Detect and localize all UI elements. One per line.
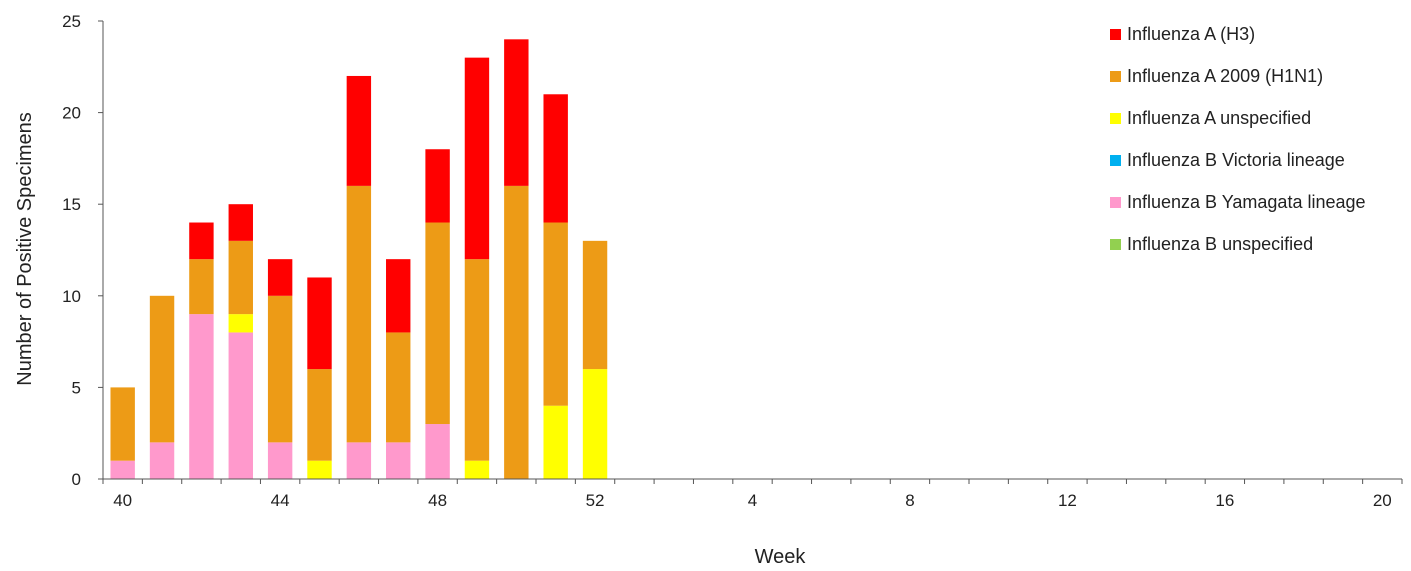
- legend-swatch: [1110, 113, 1121, 124]
- bar-segment-week-43-series-0: [228, 332, 253, 479]
- x-tick-label: 48: [428, 491, 447, 510]
- bar-segment-week-40-series-2: [110, 387, 135, 461]
- bar-segment-week-46-series-3: [346, 75, 372, 186]
- bar-segment-week-52-series-2: [582, 240, 608, 370]
- bar-segment-week-47-series-3: [386, 259, 411, 333]
- bar-segment-week-43-series-2: [228, 240, 253, 315]
- legend-label: Influenza A unspecified: [1127, 108, 1311, 128]
- bar-segment-week-48-series-3: [425, 149, 450, 223]
- legend-label: Influenza B Victoria lineage: [1127, 150, 1345, 170]
- y-tick-label: 20: [62, 104, 81, 123]
- y-tick-label: 10: [62, 287, 81, 306]
- bars-group: [110, 39, 608, 479]
- x-tick-label: 8: [905, 491, 914, 510]
- legend-label: Influenza B unspecified: [1127, 234, 1313, 254]
- bar-segment-week-48-series-2: [425, 222, 450, 425]
- bar-segment-week-48-series-0: [425, 424, 450, 479]
- bar-segment-week-44-series-2: [267, 295, 293, 443]
- x-axis-title: Week: [755, 546, 807, 568]
- legend-swatch: [1110, 71, 1121, 82]
- legend-swatch: [1110, 29, 1121, 40]
- legend-label: Influenza A (H3): [1127, 24, 1255, 44]
- bar-segment-week-42-series-2: [189, 259, 214, 315]
- bar-segment-week-45-series-1: [307, 460, 332, 479]
- legend: Influenza A (H3) Influenza A 2009 (H1N1) I…: [1110, 24, 1366, 254]
- y-axis-title: Number of Positive Specimens: [14, 112, 36, 385]
- legend-label: Influenza A 2009 (H1N1): [1127, 66, 1323, 86]
- bar-segment-week-50-series-2: [504, 185, 529, 479]
- legend-swatch: [1110, 239, 1121, 250]
- bar-segment-week-45-series-3: [307, 277, 332, 370]
- bar-segment-week-49-series-1: [464, 460, 490, 479]
- y-tick-label: 0: [72, 470, 81, 489]
- legend-swatch: [1110, 155, 1121, 166]
- bar-segment-week-51-series-3: [543, 94, 568, 223]
- legend-swatch: [1110, 197, 1121, 208]
- x-tick-label: 16: [1215, 491, 1234, 510]
- x-tick-label: 12: [1058, 491, 1077, 510]
- bar-segment-week-49-series-3: [464, 57, 490, 260]
- y-tick-label: 5: [72, 378, 81, 397]
- bar-segment-week-43-series-1: [228, 314, 253, 333]
- bar-segment-week-42-series-3: [189, 222, 214, 260]
- y-tick-label: 25: [62, 12, 81, 31]
- bar-segment-week-49-series-2: [464, 259, 490, 461]
- bar-segment-week-43-series-3: [228, 204, 253, 241]
- bar-segment-week-44-series-0: [267, 442, 293, 479]
- bar-segment-week-47-series-0: [386, 442, 411, 479]
- x-tick-label: 4: [748, 491, 757, 510]
- bar-segment-week-47-series-2: [386, 332, 411, 443]
- bar-segment-week-46-series-0: [346, 442, 372, 479]
- bar-segment-week-42-series-0: [189, 314, 214, 479]
- bar-segment-week-46-series-2: [346, 185, 372, 443]
- bar-segment-week-52-series-1: [582, 369, 608, 479]
- x-tick-label: 20: [1373, 491, 1392, 510]
- bar-segment-week-41-series-0: [149, 442, 175, 479]
- bar-segment-week-40-series-0: [110, 460, 135, 479]
- bar-segment-week-51-series-1: [543, 405, 568, 479]
- bar-segment-week-51-series-2: [543, 222, 568, 406]
- x-tick-label: 52: [586, 491, 605, 510]
- x-tick-label: 44: [271, 491, 290, 510]
- x-tick-label: 40: [113, 491, 132, 510]
- legend-label: Influenza B Yamagata lineage: [1127, 192, 1366, 212]
- bar-segment-week-44-series-3: [267, 259, 293, 296]
- bar-segment-week-45-series-2: [307, 369, 332, 461]
- y-tick-label: 15: [62, 195, 81, 214]
- bar-segment-week-50-series-3: [504, 39, 529, 186]
- bar-segment-week-41-series-2: [149, 295, 175, 443]
